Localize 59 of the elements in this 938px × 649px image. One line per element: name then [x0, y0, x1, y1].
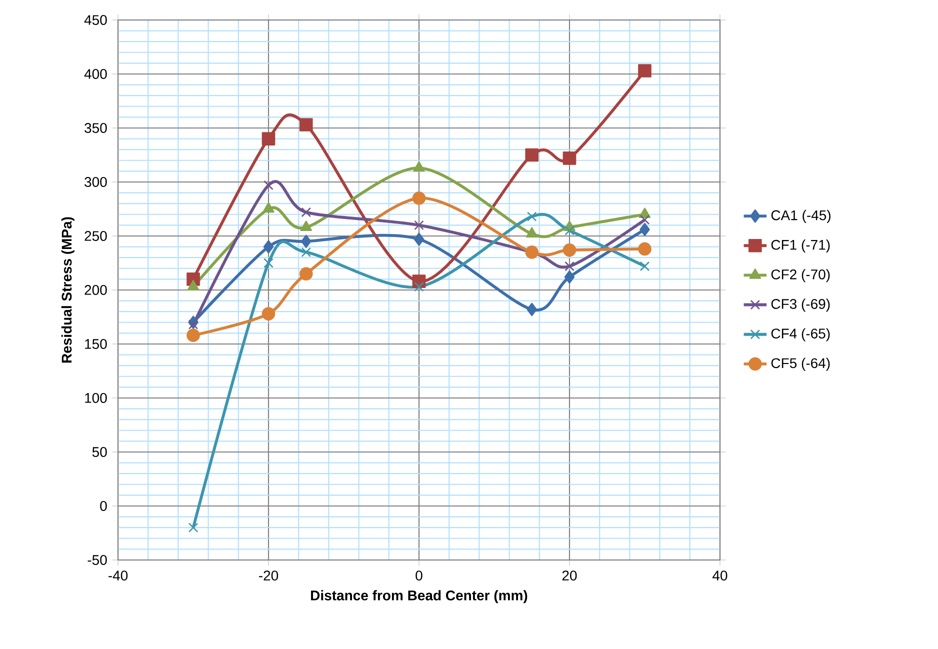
legend-label: CF2 (-70)	[771, 269, 830, 282]
y-tick-label: 100	[85, 393, 107, 403]
point	[414, 232, 424, 246]
point	[300, 234, 312, 248]
y-tick-label: -50	[88, 555, 107, 565]
point	[640, 222, 650, 236]
point	[262, 202, 274, 213]
point	[301, 247, 312, 258]
point	[640, 261, 650, 272]
point	[188, 522, 198, 532]
point	[188, 320, 198, 330]
point	[638, 242, 652, 256]
point	[526, 227, 538, 238]
y-tick-label: 350	[84, 123, 107, 133]
y-tick-label: 300	[84, 177, 107, 187]
point	[562, 152, 576, 165]
legend-label: CF5 (-64)	[771, 358, 830, 371]
y-tick-label: 250	[84, 231, 107, 241]
y-tick-label: 50	[92, 447, 107, 457]
y-tick-label: 0	[100, 501, 107, 511]
x-tick-label: -20	[259, 570, 278, 581]
x-tick-label: 0	[416, 570, 422, 581]
legend-label: CF4 (-65)	[771, 328, 830, 342]
point	[262, 132, 276, 146]
point	[564, 261, 574, 272]
point	[300, 220, 312, 232]
point	[299, 118, 313, 132]
point	[640, 214, 650, 225]
point	[264, 180, 274, 190]
y-axis-title: Residual Stress (MPa)	[61, 217, 74, 363]
y-tick-label: 400	[84, 69, 107, 79]
point	[262, 307, 276, 320]
point	[413, 161, 425, 172]
y-tick-label: 450	[84, 15, 107, 25]
x-tick-label: 20	[562, 570, 577, 581]
point	[301, 207, 312, 218]
point	[564, 270, 575, 284]
point	[263, 240, 274, 254]
point	[525, 148, 539, 162]
point	[414, 282, 424, 292]
point	[187, 280, 200, 290]
point	[564, 226, 574, 236]
y-tick-label: 200	[84, 285, 107, 295]
x-tick-label: 40	[712, 570, 728, 581]
point	[414, 220, 424, 230]
point	[562, 243, 576, 257]
x-axis-title: Distance from Bead Center (mm)	[311, 590, 528, 604]
point	[526, 302, 538, 316]
point	[299, 267, 313, 280]
point	[264, 258, 274, 268]
point	[526, 212, 537, 222]
y-tick-label: 150	[85, 339, 107, 349]
legend-label: CA1 (-45)	[771, 210, 830, 223]
point	[412, 192, 426, 205]
x-tick-label: -40	[108, 570, 128, 581]
point	[638, 64, 652, 78]
legend-label: CF3 (-69)	[771, 298, 830, 312]
point	[186, 328, 200, 342]
legend-label: CF1 (-71)	[771, 240, 830, 253]
